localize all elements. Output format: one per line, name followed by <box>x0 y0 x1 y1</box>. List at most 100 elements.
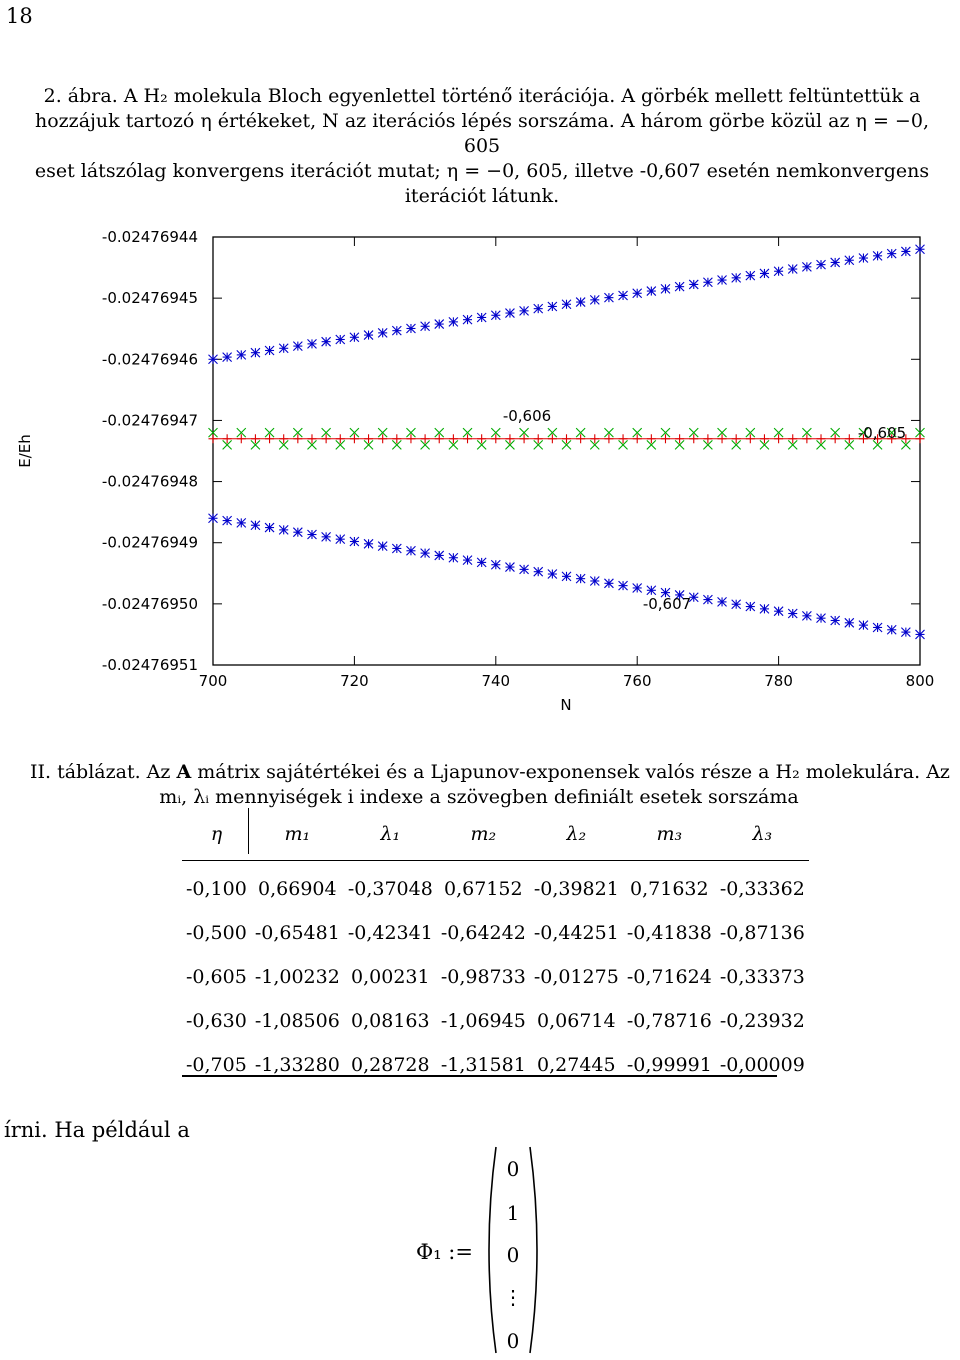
data-point <box>490 427 501 438</box>
data-point <box>462 314 473 325</box>
data-point <box>801 261 812 272</box>
data-point <box>547 427 558 438</box>
table-cell: 0,71632 <box>630 878 709 900</box>
table-cell: -0,44251 <box>533 922 619 944</box>
y-axis-label: E/Eh <box>16 434 34 468</box>
data-point <box>236 518 247 528</box>
data-point <box>717 597 727 607</box>
page-number: 18 <box>6 4 33 28</box>
data-point <box>646 585 657 596</box>
table-cell: -1,06945 <box>440 1010 526 1032</box>
data-point <box>858 434 868 444</box>
data-point <box>773 266 784 277</box>
data-point <box>547 434 557 444</box>
data-point <box>674 439 685 450</box>
table-cell: -0,01275 <box>533 966 619 988</box>
curve-annotation: -0,606 <box>503 407 551 425</box>
table-caption-text: II. táblázat. Az <box>30 761 177 783</box>
table-column-divider <box>248 808 249 854</box>
table-caption-text: mátrix sajátértékei és a Ljapunov-expone… <box>191 761 950 783</box>
data-point <box>264 345 275 356</box>
table-row: -0,605 -1,00232 0,00231 -0,98733 -0,01275 -0,… <box>182 955 809 999</box>
data-point <box>717 275 727 285</box>
data-point <box>886 427 897 438</box>
table-row: -0,100 0,66904 -0,37048 0,67152 -0,39821 0,71… <box>182 861 809 912</box>
data-point <box>561 439 572 450</box>
table-cell: -0,37048 <box>347 878 433 900</box>
data-point <box>632 583 643 593</box>
table-header-cell: η <box>210 823 223 845</box>
matrix-symbol: A <box>176 761 192 783</box>
table-cell: -0,64242 <box>440 922 526 944</box>
data-point <box>788 434 798 444</box>
data-point <box>915 629 925 640</box>
vector-label: Φ₁ := <box>416 1240 473 1264</box>
data-point <box>264 522 275 533</box>
table-cell: -0,630 <box>186 1010 247 1032</box>
data-point <box>632 434 642 444</box>
data-point <box>519 305 529 316</box>
data-point <box>448 552 459 563</box>
data-point <box>675 434 685 444</box>
data-point <box>660 587 671 598</box>
data-point <box>505 434 515 444</box>
data-point <box>208 427 218 438</box>
data-point <box>476 312 487 323</box>
table-header-cell: m₃ <box>656 823 683 845</box>
data-point <box>900 439 911 450</box>
data-point <box>802 434 812 444</box>
data-point <box>562 434 571 444</box>
data-point <box>618 439 628 450</box>
data-point <box>872 622 883 633</box>
data-point <box>887 434 897 444</box>
data-point <box>391 439 402 450</box>
data-point <box>392 434 402 444</box>
data-point <box>816 434 826 444</box>
table-cell: 0,08163 <box>351 1010 430 1032</box>
data-point <box>674 281 685 292</box>
data-point <box>660 283 671 294</box>
data-point <box>618 580 628 591</box>
table-cell: -1,33280 <box>254 1054 340 1076</box>
data-point <box>335 434 345 444</box>
data-point <box>688 279 699 290</box>
data-point <box>873 434 883 444</box>
data-point <box>349 427 360 438</box>
data-point <box>490 559 501 570</box>
data-point <box>250 439 261 450</box>
data-point <box>278 439 289 450</box>
data-point <box>844 434 854 444</box>
table-cell: -0,605 <box>186 966 247 988</box>
data-point <box>250 434 260 444</box>
data-point <box>844 617 855 628</box>
vector-entry: 0 <box>506 1329 520 1353</box>
data-point <box>278 343 289 354</box>
table-cell: -0,41838 <box>626 922 712 944</box>
table-cell: 0,06714 <box>537 1010 616 1032</box>
data-point <box>703 277 713 288</box>
x-axis-label: N <box>560 696 571 714</box>
data-point <box>604 427 614 438</box>
table-cell: -1,00232 <box>254 966 340 988</box>
x-tick-label: 760 <box>623 672 652 690</box>
data-point <box>688 592 699 603</box>
iteration-chart: -0.02476944 -0.02476945 -0.02476946 -0.0247… <box>16 228 934 714</box>
data-point <box>250 347 261 358</box>
data-point <box>236 427 247 438</box>
data-point <box>759 434 769 444</box>
data-point <box>208 434 218 444</box>
data-point <box>816 439 826 450</box>
x-tick-label: 700 <box>199 672 228 690</box>
data-point <box>858 427 869 438</box>
data-point <box>420 439 430 450</box>
table-row: -0,630 -1,08506 0,08163 -1,06945 0,06714 -0,7… <box>182 999 809 1043</box>
data-point <box>377 327 388 338</box>
data-point <box>307 529 317 540</box>
data-point <box>745 427 756 438</box>
data-point <box>844 255 855 266</box>
data-point <box>519 434 529 444</box>
data-point <box>321 434 331 444</box>
table-cell: -0,78716 <box>626 1010 712 1032</box>
data-point <box>490 310 501 321</box>
data-point <box>264 427 275 438</box>
